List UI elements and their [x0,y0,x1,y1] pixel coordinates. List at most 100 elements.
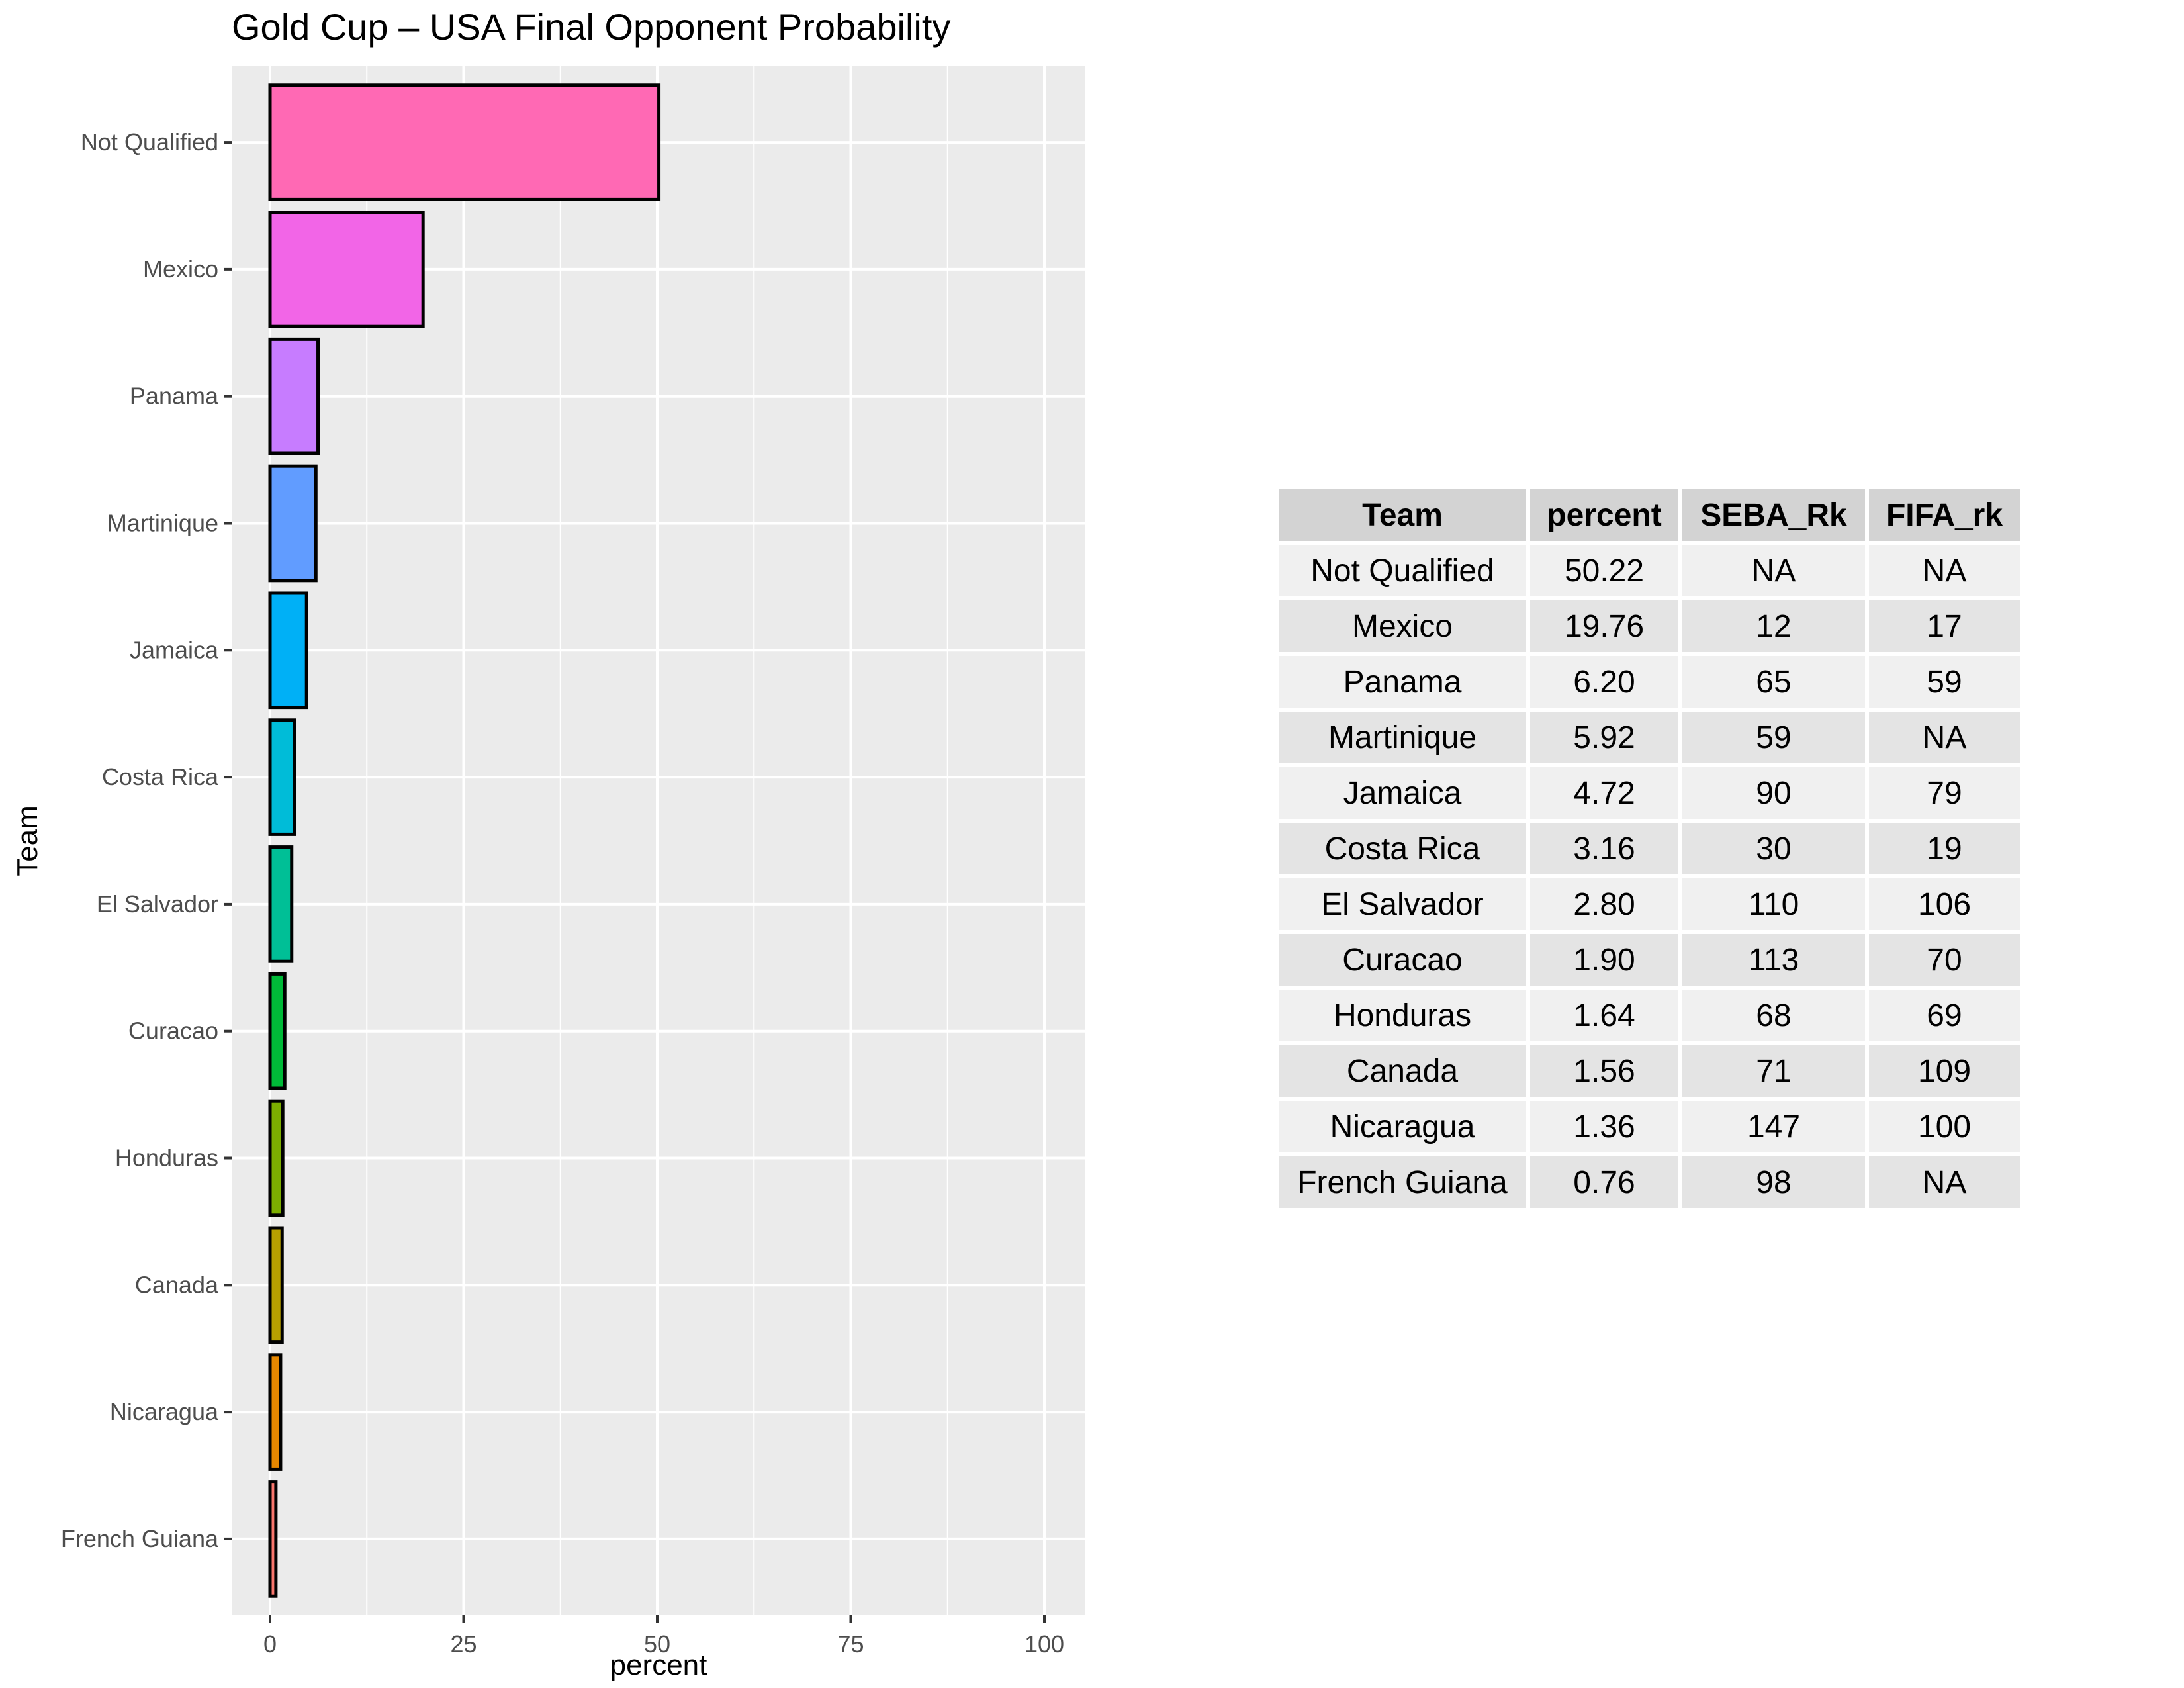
cell-seba-rk: 147 [1682,1101,1869,1156]
y-tick-label: Curacao [128,1017,218,1045]
cell-team: El Salvador [1279,878,1530,934]
bar [268,1226,284,1344]
y-tick-label: Canada [135,1271,219,1298]
cell-team: Panama [1279,656,1530,712]
cell-fifa-rk: 59 [1869,656,2024,712]
header-team: Team [1279,489,1530,545]
header-fifa-rk: FIFA_rk [1869,489,2024,545]
cell-team: Nicaragua [1279,1101,1530,1156]
cell-fifa-rk: 19 [1869,823,2024,878]
x-axis: 0 25 50 75 100 [263,1615,1064,1658]
bar [268,845,294,963]
table-row: Jamaica 4.72 90 79 [1279,767,2024,823]
cell-seba-rk: 110 [1682,878,1869,934]
cell-percent: 6.20 [1530,656,1682,712]
bar [268,337,320,455]
y-tick-label: Nicaragua [110,1398,219,1425]
header-percent: percent [1530,489,1682,545]
x-tick-label: 50 [644,1630,670,1658]
x-tick-label: 75 [837,1630,864,1658]
y-tick-label: Jamaica [130,636,219,663]
cell-team: Curacao [1279,934,1530,990]
x-tick-label: 25 [450,1630,477,1658]
y-tick-label: Martinique [107,509,218,536]
y-tick-label: Honduras [115,1145,218,1172]
cell-seba-rk: 98 [1682,1156,1869,1212]
x-tick-label: 0 [263,1630,277,1658]
cell-fifa-rk: 17 [1869,600,2024,656]
cell-percent: 5.92 [1530,712,1682,767]
cell-seba-rk: NA [1682,545,1869,600]
table-row: Martinique 5.92 59 NA [1279,712,2024,767]
table-row: Nicaragua 1.36 147 100 [1279,1101,2024,1156]
table-header-row: Team percent SEBA_Rk FIFA_rk [1279,489,2024,545]
bar [268,1353,283,1471]
cell-seba-rk: 113 [1682,934,1869,990]
y-axis-title: Team [11,805,44,876]
data-table: Team percent SEBA_Rk FIFA_rk Not Qualifi… [1279,489,2024,1212]
cell-fifa-rk: NA [1869,1156,2024,1212]
cell-team: Canada [1279,1045,1530,1101]
cell-fifa-rk: 100 [1869,1101,2024,1156]
y-tick-label: Not Qualified [81,128,218,156]
cell-team: Costa Rica [1279,823,1530,878]
cell-team: Martinique [1279,712,1530,767]
cell-percent: 2.80 [1530,878,1682,934]
bar [268,718,296,836]
y-tick-label: Costa Rica [102,763,219,790]
cell-percent: 3.16 [1530,823,1682,878]
table-row: Not Qualified 50.22 NA NA [1279,545,2024,600]
bar [268,1480,278,1598]
y-tick-label: Mexico [143,256,218,283]
cell-seba-rk: 71 [1682,1045,1869,1101]
cell-percent: 0.76 [1530,1156,1682,1212]
cell-team: Honduras [1279,990,1530,1045]
table-row: Mexico 19.76 12 17 [1279,600,2024,656]
cell-seba-rk: 68 [1682,990,1869,1045]
cell-percent: 1.64 [1530,990,1682,1045]
cell-percent: 1.90 [1530,934,1682,990]
bar [268,211,425,328]
table-row: El Salvador 2.80 110 106 [1279,878,2024,934]
cell-team: Not Qualified [1279,545,1530,600]
cell-percent: 19.76 [1530,600,1682,656]
table-row: Curacao 1.90 113 70 [1279,934,2024,990]
table-row: Honduras 1.64 68 69 [1279,990,2024,1045]
chart-title: Gold Cup – USA Final Opponent Probabilit… [232,6,950,48]
table-row: Canada 1.56 71 109 [1279,1045,2024,1101]
cell-team: Jamaica [1279,767,1530,823]
y-tick-label: French Guiana [61,1525,219,1552]
cell-fifa-rk: 79 [1869,767,2024,823]
cell-percent: 1.56 [1530,1045,1682,1101]
cell-percent: 1.36 [1530,1101,1682,1156]
bars [268,83,661,1598]
cell-fifa-rk: 69 [1869,990,2024,1045]
cell-team: French Guiana [1279,1156,1530,1212]
table-row: Costa Rica 3.16 30 19 [1279,823,2024,878]
cell-fifa-rk: NA [1869,712,2024,767]
cell-seba-rk: 90 [1682,767,1869,823]
y-axis: Not Qualified Mexico Panama Martinique Jamai… [61,128,232,1552]
bar [268,83,661,201]
cell-seba-rk: 59 [1682,712,1869,767]
y-tick-label: El Salvador [97,890,218,917]
bar [268,972,287,1090]
cell-percent: 4.72 [1530,767,1682,823]
bar [268,1099,285,1217]
x-axis-title: percent [610,1649,707,1681]
y-tick-label: Panama [130,383,219,410]
cell-fifa-rk: NA [1869,545,2024,600]
cell-fifa-rk: 106 [1869,878,2024,934]
cell-fifa-rk: 109 [1869,1045,2024,1101]
x-tick-label: 100 [1024,1630,1064,1658]
table-row: Panama 6.20 65 59 [1279,656,2024,712]
cell-team: Mexico [1279,600,1530,656]
cell-fifa-rk: 70 [1869,934,2024,990]
bar [268,464,318,583]
table-row: French Guiana 0.76 98 NA [1279,1156,2024,1212]
cell-percent: 50.22 [1530,545,1682,600]
cell-seba-rk: 65 [1682,656,1869,712]
bar [268,591,308,710]
header-seba-rk: SEBA_Rk [1682,489,1869,545]
